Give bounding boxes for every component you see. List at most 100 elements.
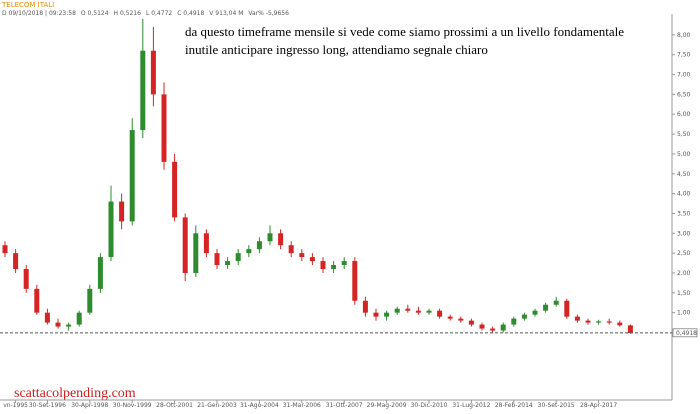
x-tick-label: 31-Ago-2004 <box>240 402 279 409</box>
y-tick-label: 5,50 <box>677 131 691 138</box>
candle-body <box>214 253 220 266</box>
candle-body <box>426 310 432 313</box>
x-tick-label: 30-Set-1996 <box>29 402 66 409</box>
x-tick-label: 31-Lug-2012 <box>452 402 490 409</box>
x-tick-label: 21-Gen-2003 <box>197 402 237 409</box>
candle-body <box>468 320 474 325</box>
candle-body <box>627 325 633 333</box>
x-tick-label: 28-Feb-2014 <box>495 402 533 409</box>
info-field: L 0,4772 <box>146 10 172 17</box>
candle-body <box>596 321 602 323</box>
candle-body <box>267 233 273 242</box>
annotation: inutile anticipare ingresso long, attend… <box>185 42 488 57</box>
candle-body <box>66 324 72 327</box>
info-field: V 913,04 M <box>209 10 243 17</box>
y-tick-label: 3,00 <box>677 230 691 237</box>
candle-body <box>2 245 8 254</box>
y-tick-label: 1,50 <box>677 290 691 297</box>
y-tick-label: 7,50 <box>677 52 691 59</box>
candle-body <box>500 324 506 331</box>
last-price-box <box>672 328 698 338</box>
x-tick-label: 31-Mar-2006 <box>283 402 321 409</box>
candle-body <box>458 318 464 321</box>
y-tick-label: 6,50 <box>677 91 691 98</box>
candle-body <box>394 308 400 313</box>
y-tick-label: 4,00 <box>677 191 691 198</box>
y-tick-label: 2,00 <box>677 270 691 277</box>
y-tick-label: 4,50 <box>677 171 691 178</box>
candle-body <box>278 233 284 246</box>
candle-body <box>150 50 156 95</box>
candle-body <box>97 257 103 289</box>
candle-body <box>543 304 549 311</box>
candle-body <box>108 201 114 258</box>
annotation: da questo timeframe mensile si vede come… <box>185 24 624 39</box>
candle-body <box>415 310 421 313</box>
candle-body <box>341 261 347 266</box>
info-field: C 0,4918 <box>177 10 204 17</box>
candle-body <box>511 318 517 325</box>
candle-body <box>532 310 538 315</box>
candle-body <box>140 50 146 131</box>
candle-body <box>34 288 40 313</box>
candle-body <box>13 253 19 270</box>
candle-body <box>373 312 379 317</box>
candle-body <box>235 253 241 262</box>
candle-body <box>119 201 125 222</box>
y-tick-label: 1,00 <box>677 310 691 317</box>
x-tick-label: vn-1995 <box>3 402 28 409</box>
candle-body <box>521 314 527 319</box>
candle-body <box>320 261 326 270</box>
candle-body <box>553 300 559 305</box>
info-field: H 0,5216 <box>114 10 142 17</box>
candle-body <box>129 130 135 222</box>
info-field: Var% -5,9656 <box>248 10 289 17</box>
x-tick-label: 30-Nov-1999 <box>113 402 152 409</box>
x-tick-label: 30-Apr-1998 <box>71 402 108 409</box>
candle-body <box>617 322 623 326</box>
candle-body <box>203 233 209 254</box>
candle-body <box>246 249 252 254</box>
y-tick-label: 2,50 <box>677 250 691 257</box>
y-tick-label: 7,00 <box>677 72 691 79</box>
y-tick-label: 8,00 <box>677 32 691 39</box>
candle-body <box>309 257 315 262</box>
x-tick-label: 29-Mag-2009 <box>367 402 407 409</box>
candle-body <box>352 261 358 301</box>
info-field: O 0,5124 <box>81 10 109 17</box>
y-tick-label: 5,00 <box>677 151 691 158</box>
candle-body <box>87 288 93 313</box>
x-tick-label: 28-Ott-2001 <box>156 402 193 409</box>
candle-body <box>564 300 570 317</box>
candle-body <box>585 320 591 323</box>
candle-body <box>299 253 305 258</box>
chart-title: TELECOM ITALI <box>1 1 54 9</box>
x-tick-label: 28-Apr-2017 <box>580 402 617 409</box>
candle-body <box>193 233 199 273</box>
candle-body <box>405 308 411 311</box>
y-tick-label: 6,00 <box>677 111 691 118</box>
candle-body <box>76 312 82 325</box>
y-tick-label: 3,50 <box>677 210 691 217</box>
candle-body <box>447 316 453 319</box>
x-tick-label: 30-Dic-2010 <box>411 402 448 409</box>
info-field: D 09/10/2018 | 09:23:58 <box>2 10 76 17</box>
x-tick-label: 30-Set-2015 <box>538 402 575 409</box>
watermark: scattacolpending.com <box>14 386 136 401</box>
candle-body <box>256 241 262 250</box>
candle-body <box>44 312 50 323</box>
candle-body <box>362 300 368 313</box>
candle-body <box>490 328 496 331</box>
candle-body <box>384 312 390 317</box>
candle-body <box>574 316 580 321</box>
candle-body <box>437 310 443 317</box>
candle-body <box>55 322 61 327</box>
candle-body <box>182 217 188 273</box>
x-tick-label: 31-Ott-2007 <box>326 402 363 409</box>
candle-body <box>479 324 485 329</box>
candle-body <box>288 245 294 254</box>
candle-body <box>331 265 337 270</box>
